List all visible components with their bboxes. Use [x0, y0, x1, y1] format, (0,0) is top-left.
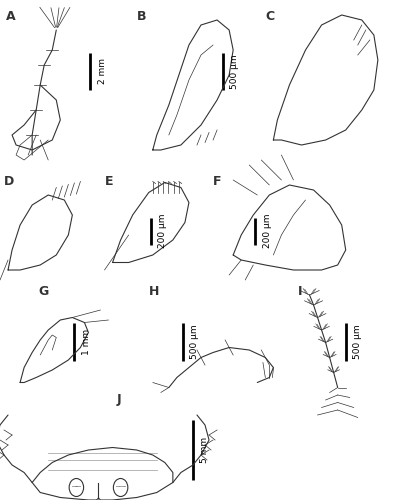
Text: C: C [265, 10, 274, 23]
Text: F: F [213, 175, 221, 188]
Text: I: I [297, 285, 301, 298]
Text: G: G [38, 285, 48, 298]
Text: 200 μm: 200 μm [158, 214, 166, 248]
Text: 500 μm: 500 μm [230, 54, 239, 88]
Text: 500 μm: 500 μm [352, 324, 361, 359]
Text: 5 mm: 5 mm [200, 437, 209, 463]
Text: B: B [136, 10, 146, 23]
Text: 2 mm: 2 mm [97, 58, 106, 84]
Text: 1 mm: 1 mm [81, 328, 90, 355]
Text: 200 μm: 200 μm [262, 214, 271, 248]
Text: 500 μm: 500 μm [190, 324, 198, 359]
Text: J: J [116, 392, 121, 406]
Text: D: D [4, 175, 14, 188]
Text: H: H [148, 285, 159, 298]
Text: A: A [6, 10, 16, 23]
Text: E: E [104, 175, 113, 188]
